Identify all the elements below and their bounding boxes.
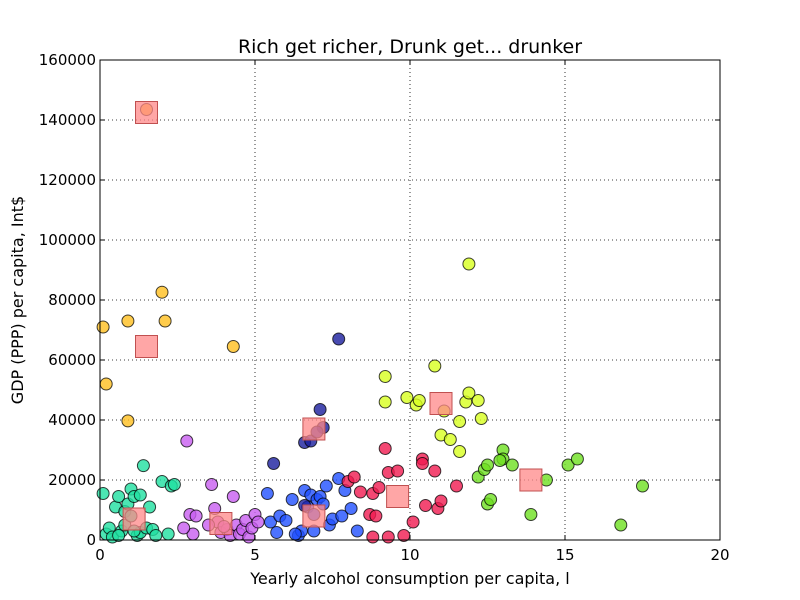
data-point <box>158 314 172 328</box>
average-marker <box>519 468 543 492</box>
data-point <box>369 509 383 523</box>
data-point <box>378 442 392 455</box>
data-point <box>288 527 302 541</box>
y-axis-label: GDP (PPP) per capita, Int$ <box>8 196 27 404</box>
data-point <box>353 485 367 499</box>
average-marker <box>209 512 233 535</box>
data-point <box>378 370 392 383</box>
data-point <box>189 509 203 523</box>
data-point <box>366 530 380 544</box>
data-point <box>260 487 274 500</box>
x-axis-label: Yearly alcohol consumption per capita, l <box>249 569 569 588</box>
data-point <box>561 458 575 472</box>
data-point <box>251 515 265 529</box>
data-point <box>434 494 448 508</box>
data-point <box>474 412 488 425</box>
data-point <box>450 479 463 493</box>
data-point <box>270 526 284 539</box>
data-point <box>347 470 361 484</box>
data-point <box>484 493 498 506</box>
y-tick-label: 100000 <box>39 231 96 249</box>
data-point <box>419 499 432 512</box>
y-tick-label: 20000 <box>48 471 96 489</box>
data-point <box>372 481 386 494</box>
data-point <box>524 508 538 521</box>
data-point <box>96 487 110 500</box>
y-tick-label: 40000 <box>48 411 96 429</box>
data-point <box>505 458 519 472</box>
average-marker <box>122 507 146 531</box>
data-point <box>180 434 194 448</box>
data-point <box>136 459 150 473</box>
data-point <box>570 452 584 466</box>
data-point <box>335 509 349 523</box>
data-point <box>415 457 429 470</box>
average-marker <box>135 335 158 358</box>
data-point <box>428 464 442 478</box>
data-point <box>493 454 507 467</box>
data-point <box>161 527 175 541</box>
average-marker <box>302 504 326 528</box>
data-point <box>167 478 181 491</box>
data-point <box>443 433 457 446</box>
data-point <box>133 488 147 502</box>
x-tick-label: 5 <box>250 546 260 564</box>
data-point <box>344 502 358 515</box>
data-point <box>378 395 392 409</box>
data-point <box>636 479 649 493</box>
y-tick-label: 80000 <box>48 291 96 309</box>
data-point <box>453 445 467 458</box>
y-tick-label: 60000 <box>48 351 96 369</box>
x-tick-label: 15 <box>555 546 574 564</box>
data-point <box>112 529 126 542</box>
data-point <box>332 332 346 346</box>
data-point <box>285 493 299 506</box>
average-marker <box>135 101 158 124</box>
data-point <box>112 490 126 503</box>
data-point <box>121 414 135 428</box>
data-point <box>226 340 240 353</box>
y-tick-label: 0 <box>86 531 96 549</box>
data-point <box>614 518 628 532</box>
data-point <box>313 403 327 416</box>
x-tick-label: 0 <box>95 546 105 564</box>
data-point <box>406 515 420 529</box>
data-point <box>121 314 135 328</box>
chart-title: Rich get richer, Drunk get... drunker <box>238 36 582 58</box>
data-point <box>279 514 293 527</box>
data-point <box>149 529 163 542</box>
data-point <box>319 479 333 493</box>
data-point <box>205 478 219 491</box>
data-point <box>412 394 426 407</box>
data-point <box>96 320 110 334</box>
data-point <box>155 285 169 299</box>
data-point <box>267 457 281 470</box>
data-point <box>381 530 395 544</box>
y-tick-label: 160000 <box>39 51 96 69</box>
average-marker <box>429 392 453 415</box>
data-point <box>400 391 414 404</box>
data-point <box>143 500 157 514</box>
axis-ticks: 0 5 10 15 20 0 20000 40000 60000 80000 100000 12000… <box>39 51 730 564</box>
average-marker <box>302 417 326 441</box>
average-markers <box>122 101 543 535</box>
data-point <box>453 415 467 428</box>
data-point <box>462 257 476 271</box>
data-point <box>226 490 240 503</box>
data-point <box>391 464 405 478</box>
data-point <box>99 377 113 391</box>
data-point <box>462 386 476 400</box>
x-tick-label: 10 <box>400 546 419 564</box>
average-marker <box>386 485 410 508</box>
y-tick-label: 140000 <box>39 111 96 129</box>
data-point <box>481 458 494 472</box>
data-point <box>471 394 485 407</box>
data-point <box>177 521 191 535</box>
y-tick-label: 120000 <box>39 171 96 189</box>
data-point <box>264 515 277 529</box>
x-tick-label: 20 <box>710 546 729 564</box>
data-point <box>428 359 442 373</box>
data-point <box>350 524 364 538</box>
